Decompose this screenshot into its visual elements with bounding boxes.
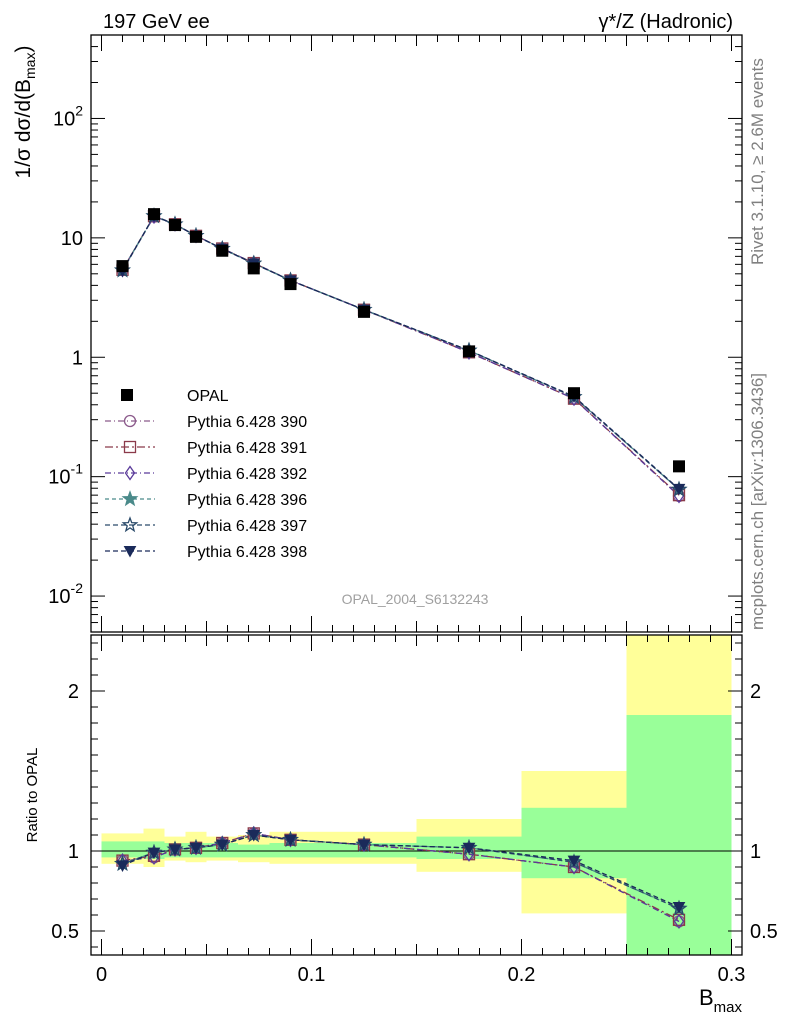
x-axis-label: Bmax (699, 985, 743, 1016)
ratio-series-point (357, 839, 371, 852)
ratio-series-point (462, 842, 476, 855)
band-inner (269, 843, 312, 858)
ratio-series-point (215, 839, 229, 852)
ratio-series-point (673, 913, 685, 930)
legend-marker-data (121, 389, 133, 401)
legend-marker (121, 516, 139, 533)
legend-marker (124, 465, 136, 481)
data-point (247, 262, 260, 275)
y-tick-label: 1 (72, 347, 83, 369)
legend-label: Pythia 6.428 396 (187, 492, 307, 509)
rivet-version-label: Rivet 3.1.10, ≥ 2.6M events (748, 58, 767, 265)
data-point (216, 244, 229, 257)
main-axes-box (90, 34, 743, 633)
y-tick-label: 10-1 (48, 461, 83, 489)
ratio-uncertainty-bands (101, 635, 732, 955)
legend-marker (123, 414, 137, 428)
x-tick-label: 0 (96, 964, 107, 986)
ratio-y-tick-label-right: 0.5 (750, 921, 778, 943)
main-series-line (121, 214, 680, 490)
ratio-series-line (122, 834, 680, 908)
ratio-series-point (116, 860, 129, 872)
mcplots-label: mcplots.cern.ch [arXiv:1306.3436] (748, 373, 767, 630)
legend-marker (123, 546, 137, 558)
data-point (284, 278, 297, 291)
ratio-series-point (284, 834, 297, 847)
legend-label-data: OPAL (187, 388, 229, 405)
data-point (190, 230, 202, 243)
legend-label: Pythia 6.428 390 (187, 414, 307, 431)
ratio-y-axis-label: Ratio to OPAL (24, 748, 41, 843)
data-point (568, 387, 580, 400)
ratio-y-tick-label: 0.5 (51, 921, 79, 943)
ratio-series-group (114, 825, 688, 930)
analysis-id-label: OPAL_2004_S6132243 (342, 591, 489, 607)
legend-label: Pythia 6.428 391 (187, 440, 307, 457)
data-point (169, 219, 181, 232)
legend-marker (121, 490, 139, 507)
main-series-group (114, 207, 688, 504)
band-inner (101, 841, 144, 858)
data-point (358, 305, 370, 318)
ratio-series-point (189, 842, 203, 855)
band-inner (626, 715, 732, 955)
data-point (116, 260, 129, 273)
ratio-series-point (247, 830, 261, 842)
header-right-title: γ*/Z (Hadronic) (599, 11, 733, 33)
ratio-y-tick-label: 2 (68, 681, 79, 703)
ratio-y-tick-label-right: 2 (750, 681, 761, 703)
x-tick-label: 0.3 (718, 964, 746, 986)
legend-label: Pythia 6.428 392 (187, 466, 307, 483)
main-plot-frame: 10-2 10-1 1 10 102 (48, 34, 743, 633)
main-y-axis-label: 1/σ dσ/d(Bmax) (12, 46, 38, 179)
y-tick-label: 10-2 (48, 580, 83, 608)
ratio-series-point (168, 844, 182, 856)
main-series-point (672, 483, 686, 496)
y-tick-exponent: -1 (71, 461, 84, 477)
x-tick-label: 0.1 (298, 964, 326, 986)
ratio-y-tick-label-right: 1 (750, 841, 761, 863)
ratio-series-point (147, 847, 161, 860)
y-tick-label: 10 (61, 228, 83, 250)
data-point (148, 208, 160, 221)
y-tick-label: 102 (53, 102, 83, 130)
legend-label: Pythia 6.428 397 (187, 518, 307, 535)
ratio-y-tick-label: 1 (68, 841, 79, 863)
legend-marker (123, 440, 137, 454)
y-tick-exponent: 2 (75, 102, 83, 118)
x-tick-label: 0.2 (508, 964, 536, 986)
legend: OPAL Pythia 6.428 390 Pythia 6.428 391 Pyth… (105, 388, 307, 561)
legend-label: Pythia 6.428 398 (187, 544, 307, 561)
header-left-title: 197 GeV ee (103, 11, 210, 33)
ratio-series-point (567, 855, 581, 868)
data-point (673, 460, 685, 473)
y-tick-exponent: -2 (71, 580, 84, 596)
ratio-series-point (672, 902, 686, 914)
data-point (463, 345, 475, 358)
